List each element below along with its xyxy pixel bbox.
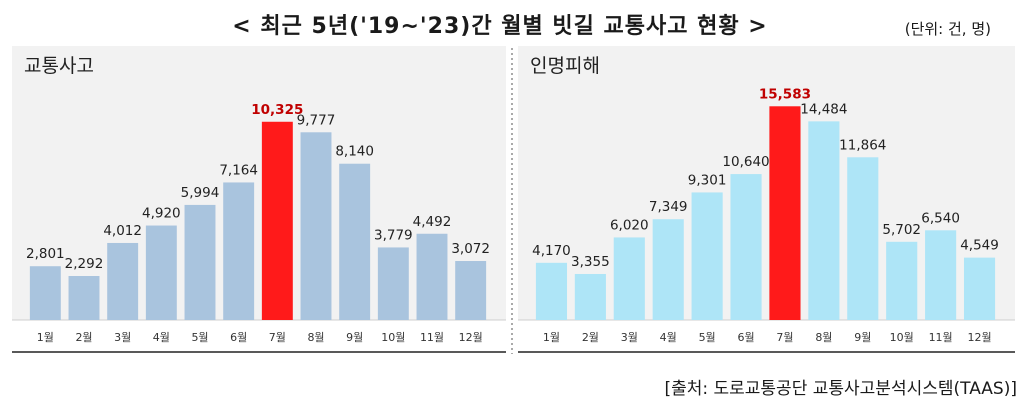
accidents-category-label-12: 12월 bbox=[459, 331, 483, 344]
accidents-category-label-11: 11월 bbox=[420, 331, 444, 344]
casualties-bar-11 bbox=[925, 230, 957, 320]
source-note: [출처: 도로교통공단 교통사고분석시스템(TAAS)] bbox=[664, 379, 1017, 399]
accidents-bar-10 bbox=[377, 247, 409, 320]
casualties-data-label-2: 3,355 bbox=[571, 254, 610, 270]
casualties-category-label-12: 12월 bbox=[967, 331, 991, 344]
accidents-data-label-12: 3,072 bbox=[451, 241, 490, 257]
accidents-category-label-6: 6월 bbox=[230, 331, 247, 344]
accidents-data-label-4: 4,920 bbox=[142, 206, 181, 222]
accidents-data-label-2: 2,292 bbox=[65, 256, 104, 272]
casualties-data-label-8: 14,484 bbox=[800, 101, 847, 117]
casualties-bar-7 bbox=[769, 106, 801, 320]
accidents-category-label-4: 4월 bbox=[153, 331, 170, 344]
casualties-data-label-5: 9,301 bbox=[688, 172, 727, 188]
casualties-bar-10 bbox=[886, 241, 918, 320]
accidents-bar-2 bbox=[68, 275, 100, 320]
casualties-data-label-4: 7,349 bbox=[649, 199, 688, 215]
casualties-category-label-10: 10월 bbox=[890, 331, 914, 344]
accidents-bar-11 bbox=[416, 233, 448, 320]
accidents-category-label-3: 3월 bbox=[114, 331, 131, 344]
casualties-bar-4 bbox=[652, 219, 684, 320]
accidents-data-label-5: 5,994 bbox=[181, 185, 220, 201]
accidents-bar-4 bbox=[145, 225, 177, 320]
bar-charts: 교통사고 2,801 1월 2,292 2월 4,012 3월 4,920 4월 5,994 5월 7… bbox=[12, 46, 1015, 354]
casualties-bar-5 bbox=[691, 192, 723, 320]
casualties-category-label-8: 8월 bbox=[815, 331, 832, 344]
casualties-data-label-6: 10,640 bbox=[722, 154, 769, 170]
accidents-bar-6 bbox=[223, 182, 255, 320]
page-title: < 최근 5년('19~'23)간 월별 빗길 교통사고 현황 > bbox=[232, 14, 768, 39]
casualties-category-label-6: 6월 bbox=[737, 331, 754, 344]
accidents-bar-1 bbox=[29, 266, 61, 320]
accidents-data-label-9: 8,140 bbox=[335, 144, 374, 160]
accidents-category-label-1: 1월 bbox=[37, 331, 54, 344]
accidents-category-label-10: 10월 bbox=[381, 331, 405, 344]
accidents-category-label-2: 2월 bbox=[75, 331, 92, 344]
casualties-bar-12 bbox=[963, 257, 996, 320]
accidents-category-label-7: 7월 bbox=[269, 331, 286, 344]
accidents-chart-title: 교통사고 bbox=[24, 55, 94, 77]
casualties-bar-2 bbox=[574, 273, 606, 320]
accidents-data-label-10: 3,779 bbox=[374, 227, 413, 243]
casualties-bar-8 bbox=[808, 121, 840, 320]
accidents-data-label-6: 7,164 bbox=[219, 162, 258, 178]
unit-label: (단위: 건, 명) bbox=[904, 20, 991, 38]
casualties-category-label-7: 7월 bbox=[776, 331, 793, 344]
casualties-category-label-4: 4월 bbox=[660, 331, 677, 344]
casualties-category-label-5: 5월 bbox=[699, 331, 716, 344]
casualties-chart-title: 인명피해 bbox=[530, 55, 600, 77]
casualties-category-label-11: 11월 bbox=[929, 331, 953, 344]
accidents-data-label-11: 4,492 bbox=[413, 214, 452, 230]
charts-container: 교통사고 2,801 1월 2,292 2월 4,012 3월 4,920 4월 5,994 5월 7… bbox=[12, 46, 1015, 356]
accidents-category-label-5: 5월 bbox=[191, 331, 208, 344]
accidents-data-label-7: 10,325 bbox=[251, 102, 303, 118]
accidents-bar-8 bbox=[300, 132, 332, 320]
casualties-bar-1 bbox=[535, 262, 568, 320]
accidents-data-label-3: 4,012 bbox=[103, 223, 142, 239]
casualties-category-label-9: 9월 bbox=[854, 331, 871, 344]
casualties-category-label-3: 3월 bbox=[621, 331, 638, 344]
casualties-data-label-12: 4,549 bbox=[960, 238, 999, 254]
casualties-data-label-9: 11,864 bbox=[839, 137, 886, 153]
casualties-data-label-11: 6,540 bbox=[921, 210, 960, 226]
accidents-bar-9 bbox=[339, 163, 371, 320]
casualties-category-label-2: 2월 bbox=[582, 331, 599, 344]
accidents-bar-12 bbox=[455, 261, 487, 320]
casualties-data-label-3: 6,020 bbox=[610, 217, 649, 233]
accidents-category-label-8: 8월 bbox=[307, 331, 324, 344]
casualties-bar-6 bbox=[730, 174, 762, 320]
accidents-bar-3 bbox=[107, 242, 139, 320]
accidents-data-label-1: 2,801 bbox=[26, 246, 65, 262]
accidents-bar-7 bbox=[261, 121, 293, 320]
casualties-data-label-7: 15,583 bbox=[759, 86, 811, 102]
casualties-bar-3 bbox=[613, 237, 645, 320]
casualties-bar-9 bbox=[847, 157, 879, 320]
accidents-data-label-8: 9,777 bbox=[297, 112, 336, 128]
casualties-data-label-1: 4,170 bbox=[532, 243, 571, 259]
casualties-category-label-1: 1월 bbox=[543, 331, 560, 344]
casualties-data-label-10: 5,702 bbox=[882, 222, 921, 238]
accidents-category-label-9: 9월 bbox=[346, 331, 363, 344]
accidents-bar-5 bbox=[184, 204, 216, 320]
